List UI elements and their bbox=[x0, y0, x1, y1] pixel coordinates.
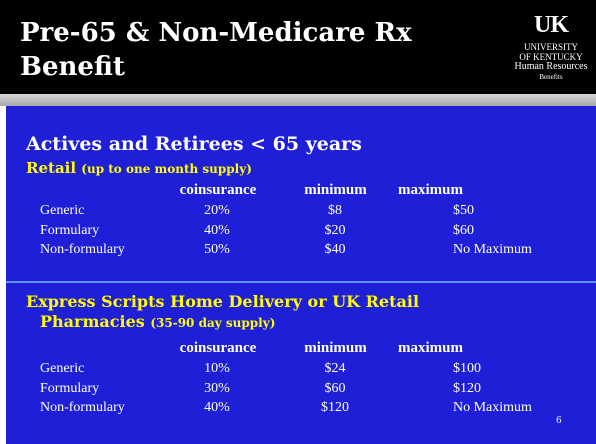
table-cell: $20 bbox=[324, 222, 346, 238]
logo-line: OF KENTUCKY bbox=[519, 52, 583, 62]
table-cell: $60 bbox=[453, 222, 474, 238]
header-band bbox=[0, 0, 596, 94]
column-header: maximum bbox=[398, 340, 463, 356]
table-cell: No Maximum bbox=[453, 242, 532, 257]
table-cell: $24 bbox=[324, 361, 346, 376]
column-header: maximum bbox=[398, 182, 463, 198]
heading: Actives and Retirees < 65 years bbox=[26, 133, 362, 155]
table-cell: $120 bbox=[453, 380, 481, 396]
section-note: (35-90 day supply) bbox=[150, 316, 276, 330]
logo-mark: UK bbox=[534, 12, 569, 38]
table-cell: No Maximum bbox=[453, 400, 532, 415]
column-header: minimum bbox=[304, 340, 367, 356]
logo-line: Benefits bbox=[539, 73, 563, 81]
table-cell: 20% bbox=[204, 203, 230, 218]
table-cell: 10% bbox=[204, 361, 230, 376]
column-header: coinsurance bbox=[179, 182, 257, 198]
table-cell: Non-formulary bbox=[40, 242, 125, 257]
table-cell: $100 bbox=[453, 361, 481, 376]
table-cell: Generic bbox=[40, 203, 85, 218]
column-header: minimum bbox=[304, 182, 367, 198]
table-cell: Generic bbox=[40, 361, 85, 376]
page-number: 6 bbox=[556, 416, 562, 426]
table-cell: $60 bbox=[324, 380, 346, 396]
table-cell: $120 bbox=[321, 400, 349, 415]
logo-line: UNIVERSITY bbox=[524, 42, 578, 52]
column-header: coinsurance bbox=[179, 340, 257, 356]
table-cell: 40% bbox=[204, 400, 230, 415]
table-cell: $50 bbox=[453, 203, 474, 218]
table-cell: 30% bbox=[204, 380, 230, 396]
divider bbox=[6, 281, 596, 283]
section-note: (up to one month supply) bbox=[81, 162, 252, 176]
table-cell: 50% bbox=[204, 242, 230, 257]
table-cell: 40% bbox=[204, 222, 230, 238]
body-panel bbox=[6, 106, 596, 444]
section-title: Retail (up to one month supply) bbox=[26, 158, 586, 179]
table-cell: $40 bbox=[324, 242, 346, 257]
table-cell: Non-formulary bbox=[40, 400, 125, 415]
table-cell: Formulary bbox=[40, 380, 100, 396]
header-stripe bbox=[0, 94, 596, 106]
logo-line: Human Resources bbox=[514, 61, 588, 72]
slide-title: Pre-65 & Non-Medicare Rx Benefit bbox=[20, 18, 412, 82]
section-name: Express Scripts Home Delivery or UK Reta… bbox=[26, 292, 420, 331]
table-cell: Formulary bbox=[40, 222, 100, 238]
section-name: Retail bbox=[26, 159, 77, 177]
table-cell: $8 bbox=[328, 203, 342, 218]
section-title: Express Scripts Home Delivery or UK Reta… bbox=[26, 292, 480, 333]
